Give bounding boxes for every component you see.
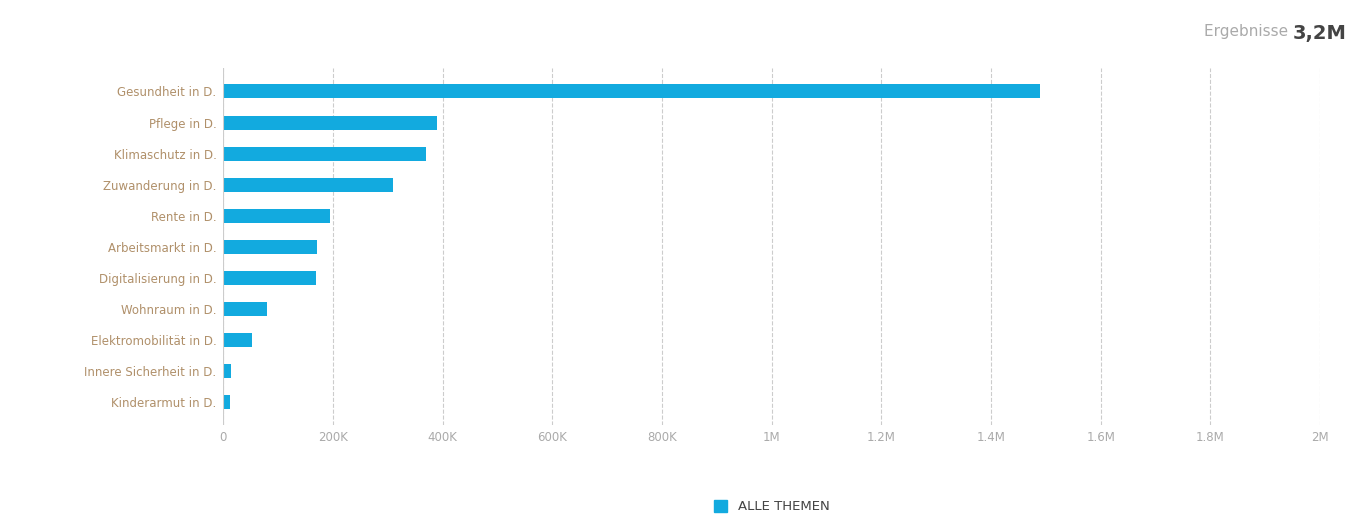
Text: Ergebnisse: Ergebnisse — [1204, 24, 1293, 39]
Legend: ALLE THEMEN: ALLE THEMEN — [708, 495, 835, 519]
Bar — [223, 209, 330, 223]
Bar — [223, 271, 315, 285]
Bar — [223, 85, 1040, 99]
Bar — [223, 333, 252, 347]
Bar — [223, 364, 232, 378]
Bar — [223, 302, 267, 316]
Bar — [223, 116, 437, 130]
Text: 3,2M: 3,2M — [1293, 24, 1347, 43]
Bar — [223, 395, 230, 409]
Bar — [223, 240, 317, 254]
Bar — [223, 177, 394, 192]
Bar — [223, 146, 427, 161]
